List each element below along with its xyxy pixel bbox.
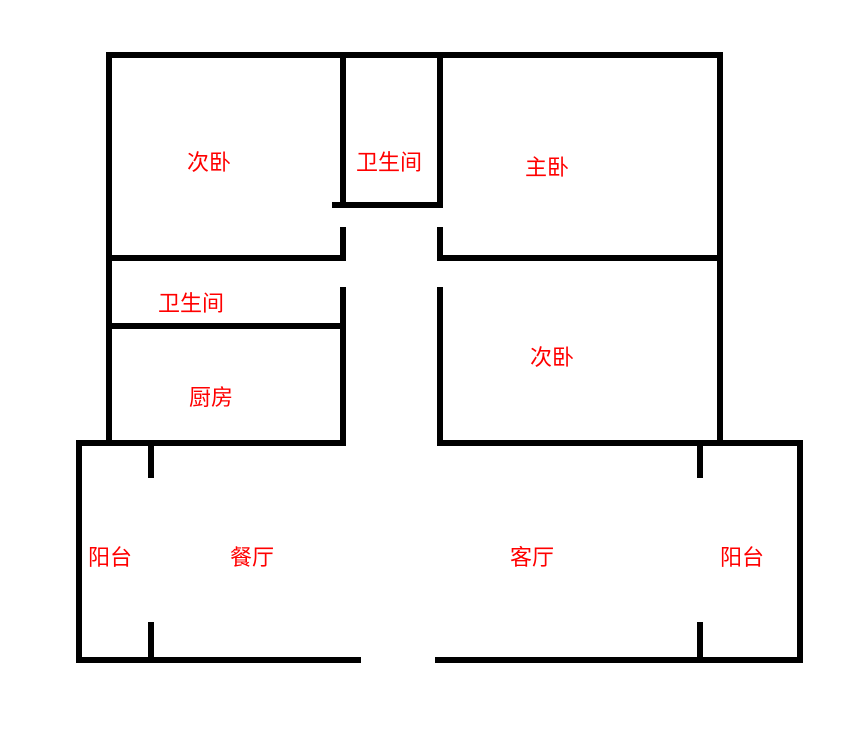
room-label-master-bedroom: 主卧: [525, 150, 569, 182]
room-label-balcony-right: 阳台: [720, 540, 764, 572]
floorplan-diagram: [0, 0, 841, 730]
room-label-bathroom-2: 卫生间: [158, 286, 224, 318]
room-label-bathroom-1: 卫生间: [356, 145, 422, 177]
room-label-secondary-bedroom-1: 次卧: [187, 145, 231, 177]
room-label-balcony-left: 阳台: [88, 540, 132, 572]
room-label-kitchen: 厨房: [189, 380, 233, 412]
room-label-dining-room: 餐厅: [230, 540, 274, 572]
room-label-living-room: 客厅: [510, 540, 554, 572]
room-label-secondary-bedroom-2: 次卧: [530, 340, 574, 372]
